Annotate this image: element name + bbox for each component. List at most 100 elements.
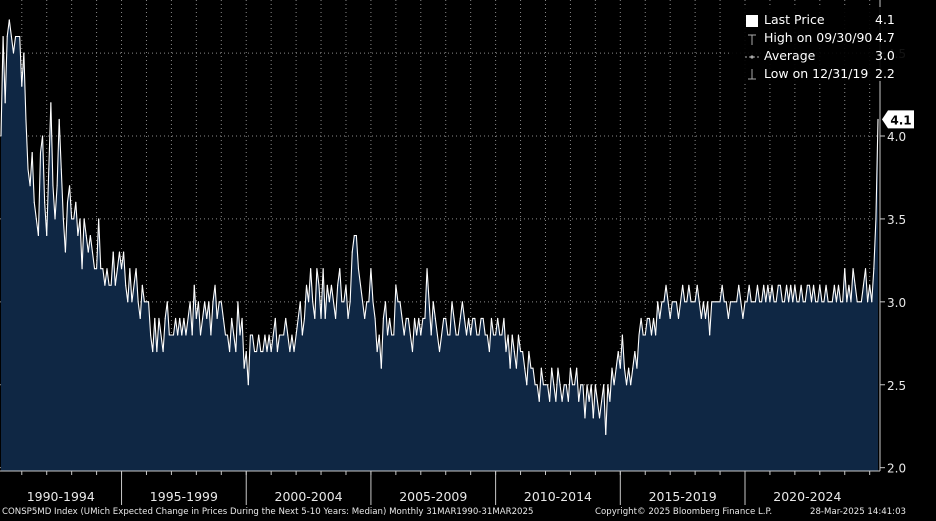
line-segment: [590, 384, 594, 419]
line-segment: [295, 317, 299, 336]
legend-label: Last Price: [764, 12, 825, 27]
line-segment: [619, 334, 623, 369]
line-segment: [407, 317, 411, 336]
line-segment: [4, 35, 8, 104]
line-segment: [609, 367, 613, 402]
line-segment: [463, 317, 468, 336]
line-segment: [393, 284, 397, 336]
line-segment: [112, 251, 116, 286]
line-segment: [561, 384, 565, 402]
line-segment: [274, 317, 278, 353]
x-tick-label: 2015-2019: [649, 489, 717, 504]
line-segment: [621, 334, 626, 369]
line-segment: [245, 351, 249, 386]
line-segment: [528, 351, 532, 369]
line-segment: [220, 301, 224, 319]
line-segment: [727, 301, 732, 319]
line-segment: [58, 118, 62, 170]
line-segment: [362, 301, 366, 319]
line-segment: [432, 301, 436, 319]
line-segment: [615, 351, 619, 369]
legend: Last Price 4.1 High on 09/30/90 4.7 Aver…: [731, 7, 906, 81]
line-segment: [507, 334, 511, 369]
line-segment: [389, 317, 393, 336]
line-segment: [771, 284, 775, 303]
line-segment: [761, 284, 765, 303]
line-segment: [114, 268, 118, 286]
line-segment: [540, 367, 544, 386]
line-segment: [825, 284, 829, 303]
line-segment: [64, 201, 69, 253]
line-segment: [623, 367, 628, 386]
line-segment: [283, 317, 287, 336]
line-segment: [359, 284, 364, 303]
line-segment: [289, 334, 293, 353]
legend-label: Low on 12/31/19: [764, 66, 869, 81]
legend-row-high: High on 09/30/90 4.7: [731, 30, 906, 48]
line-segment: [549, 367, 553, 402]
line-segment: [378, 334, 382, 369]
line-segment: [262, 334, 266, 353]
line-segment: [592, 384, 596, 419]
line-segment: [686, 284, 690, 303]
line-segment: [555, 367, 559, 402]
line-segment: [453, 317, 457, 336]
line-segment: [303, 284, 308, 319]
line-segment: [156, 317, 160, 353]
line-segment: [488, 317, 493, 353]
line-segment: [106, 268, 110, 286]
line-segment: [567, 367, 571, 402]
line-segment: [860, 284, 865, 303]
line-segment: [449, 301, 453, 336]
line-segment: [148, 301, 152, 336]
line-segment: [355, 234, 360, 270]
legend-row-average: Average 3.0: [731, 48, 906, 66]
line-segment: [210, 301, 214, 336]
line-segment: [871, 268, 875, 303]
line-segment: [347, 301, 351, 319]
line-segment: [2, 35, 6, 104]
line-segment: [837, 284, 842, 303]
line-segment: [842, 268, 846, 303]
line-segment: [459, 301, 463, 319]
line-segment: [873, 218, 877, 270]
legend-label: High on 09/30/90: [764, 30, 873, 45]
line-segment: [746, 284, 750, 303]
line-segment: [37, 152, 42, 237]
line-segment: [189, 301, 193, 336]
x-tick-label: 2000-2004: [275, 489, 343, 504]
line-segment: [102, 268, 106, 286]
legend-value: 4.7: [875, 30, 895, 45]
line-segment: [181, 317, 185, 336]
line-segment: [345, 284, 349, 319]
line-segment: [526, 351, 530, 386]
line-segment: [48, 102, 52, 170]
line-segment: [465, 317, 470, 336]
line-segment: [386, 317, 391, 336]
line-segment: [123, 251, 127, 286]
line-segment: [854, 284, 858, 303]
x-tick-label: 2010-2014: [524, 489, 592, 504]
line-segment: [264, 334, 268, 353]
x-axis-ticks: 1990-1994 1995-1999 2000-2004 2005-2009 2010…: [21, 471, 871, 505]
line-segment: [247, 334, 251, 386]
line-segment: [852, 268, 856, 286]
line-segment: [756, 284, 761, 303]
line-segment: [864, 268, 869, 303]
legend-row-low: Low on 12/31/19 2.2: [731, 66, 906, 84]
line-segment: [436, 334, 441, 353]
line-segment: [87, 234, 91, 253]
line-segment: [54, 185, 58, 220]
line-segment: [698, 301, 702, 319]
legend-label: Average: [764, 48, 816, 63]
line-segment: [214, 284, 218, 319]
line-segment: [490, 317, 495, 336]
line-segment: [266, 334, 270, 353]
line-segment: [199, 317, 204, 336]
line-segment: [578, 384, 582, 402]
line-segment: [418, 317, 422, 336]
line-segment: [110, 251, 114, 286]
line-segment: [503, 317, 507, 353]
line-segment: [326, 284, 330, 303]
line-segment: [79, 218, 83, 270]
